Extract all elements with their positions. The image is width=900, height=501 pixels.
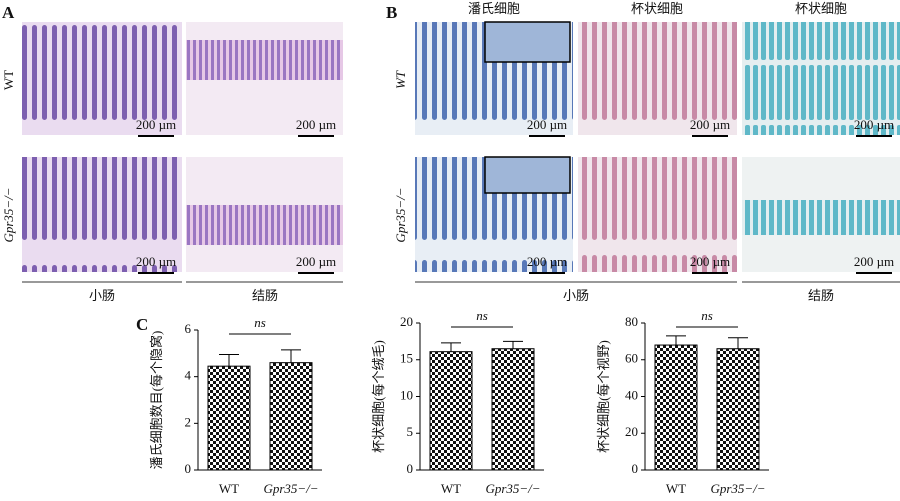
micrograph	[578, 22, 737, 135]
micrograph	[22, 22, 182, 135]
scale-bars: 200 µm 200 µm 200 µm 200 µm 200 µm 200 µm 200 …	[136, 117, 894, 274]
scale-bar-label: 200 µm	[854, 117, 894, 132]
scale-bar-label: 200 µm	[136, 254, 176, 269]
scale-bar-label: 200 µm	[854, 254, 894, 269]
scale-bar-label: 200 µm	[527, 117, 567, 132]
column-header: 潘氏细胞	[468, 1, 520, 16]
scale-bar-label: 200 µm	[690, 254, 730, 269]
bar	[716, 348, 760, 471]
significance-label: ns	[476, 308, 488, 323]
row-label: Gpr35−/−	[393, 187, 408, 242]
y-tick-label: 2	[185, 414, 192, 429]
x-tick-label: Gpr35−/−	[263, 481, 318, 496]
tissue	[742, 200, 900, 235]
x-tick-label: WT	[666, 481, 686, 496]
y-tick-label: 0	[185, 461, 192, 476]
row-label: WT	[1, 70, 16, 90]
panel-a: A WT Gpr35−/− 小肠 结肠	[1, 3, 343, 303]
scale-bar-label: 200 µm	[690, 117, 730, 132]
y-tick-label: 4	[185, 368, 192, 383]
column-label: 小肠	[89, 288, 115, 303]
column-label: 结肠	[252, 288, 278, 303]
y-axis-label: 杯状细胞(每个视野)	[596, 340, 611, 453]
y-tick-label: 5	[407, 424, 414, 439]
significance-label: ns	[701, 308, 713, 323]
y-tick-label: 0	[407, 461, 414, 476]
y-tick-label: 20	[625, 424, 638, 439]
panel-label: B	[386, 3, 397, 22]
y-tick-label: 10	[400, 387, 413, 402]
bar	[491, 348, 535, 471]
charts: 0 2 4 6 潘氏细胞数目(每个隐窝) WT Gpr35−/− ns 0 5 10 15 20 杯状细胞…	[149, 308, 769, 496]
row-label: Gpr35−/−	[1, 187, 16, 242]
x-tick-label: Gpr35−/−	[710, 481, 765, 496]
y-tick-label: 15	[400, 351, 413, 366]
panel-label: A	[2, 3, 15, 22]
y-tick-label: 6	[185, 321, 192, 336]
micrograph	[578, 157, 737, 272]
panel-label: C	[136, 315, 148, 334]
scale-bar-label: 200 µm	[296, 117, 336, 132]
significance-label: ns	[254, 315, 266, 330]
scale-bar-label: 200 µm	[136, 117, 176, 132]
y-axis-label: 潘氏细胞数目(每个隐窝)	[149, 331, 164, 470]
y-tick-label: 40	[625, 387, 638, 402]
bar	[429, 351, 473, 471]
micrograph	[742, 22, 900, 135]
y-tick-label: 60	[625, 351, 638, 366]
y-axis-label: 杯状细胞(每个绒毛)	[371, 340, 386, 453]
micrograph	[22, 157, 182, 272]
scale-bar-label: 200 µm	[296, 254, 336, 269]
column-label: 结肠	[808, 288, 834, 303]
column-label: 小肠	[563, 288, 589, 303]
bar	[269, 362, 313, 471]
bar	[654, 344, 698, 471]
tissue	[186, 40, 343, 80]
panel-b: B 潘氏细胞 杯状细胞 杯状细胞 WT Gpr35−/− 小肠 结肠	[386, 1, 900, 303]
y-tick-label: 20	[400, 314, 413, 329]
y-tick-label: 80	[625, 314, 638, 329]
x-tick-label: WT	[441, 481, 461, 496]
x-tick-label: Gpr35−/−	[485, 481, 540, 496]
bar	[207, 365, 251, 471]
y-tick-label: 0	[632, 461, 639, 476]
scale-bar-label: 200 µm	[527, 254, 567, 269]
tissue	[186, 205, 343, 245]
column-header: 杯状细胞	[631, 1, 683, 16]
column-header: 杯状细胞	[795, 1, 847, 16]
inset	[484, 21, 571, 63]
x-tick-label: WT	[219, 481, 239, 496]
inset	[484, 156, 571, 194]
row-label: WT	[393, 70, 408, 89]
